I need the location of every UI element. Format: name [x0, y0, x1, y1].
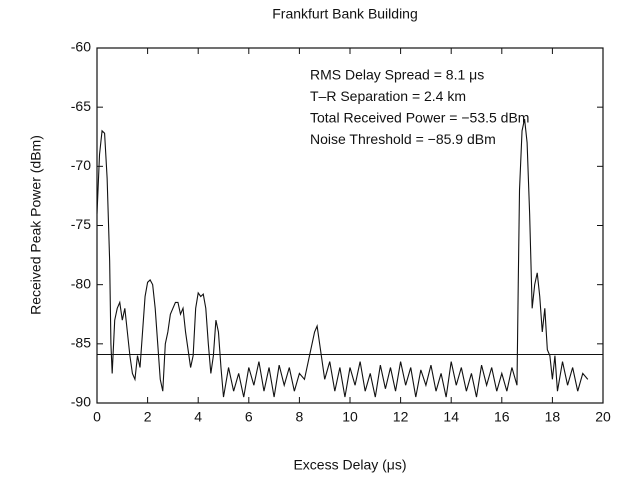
x-axis-label: Excess Delay (μs) [293, 457, 406, 473]
data-line [96, 118, 589, 398]
y-tick-label: -75 [71, 216, 91, 232]
y-tick-label: -65 [71, 98, 91, 114]
x-tick-label: 20 [595, 409, 611, 425]
x-tick-label: 6 [245, 409, 253, 425]
x-tick-label: 0 [93, 409, 101, 425]
annotation: RMS Delay Spread = 8.1 μs [310, 67, 484, 83]
y-tick-label: -90 [71, 394, 91, 410]
x-tick-label: 4 [194, 409, 202, 425]
x-tick-label: 2 [144, 409, 152, 425]
y-tick-label: -60 [71, 39, 91, 55]
x-tick-label: 8 [296, 409, 304, 425]
annotation: T–R Separation = 2.4 km [310, 88, 466, 104]
chart-title: Frankfurt Bank Building [272, 6, 418, 22]
x-tick-label: 10 [342, 409, 358, 425]
x-tick-label: 14 [443, 409, 459, 425]
y-tick-label: -80 [71, 275, 91, 291]
x-tick-label: 18 [545, 409, 561, 425]
x-tick-label: 16 [494, 409, 510, 425]
y-tick-label: -70 [71, 157, 91, 173]
annotation: Noise Threshold = −85.9 dBm [310, 131, 496, 147]
x-tick-label: 12 [393, 409, 409, 425]
y-tick-label: -85 [71, 335, 91, 351]
annotation: Total Received Power = −53.5 dBm [310, 110, 529, 126]
y-axis-label: Received Peak Power (dBm) [28, 135, 44, 315]
